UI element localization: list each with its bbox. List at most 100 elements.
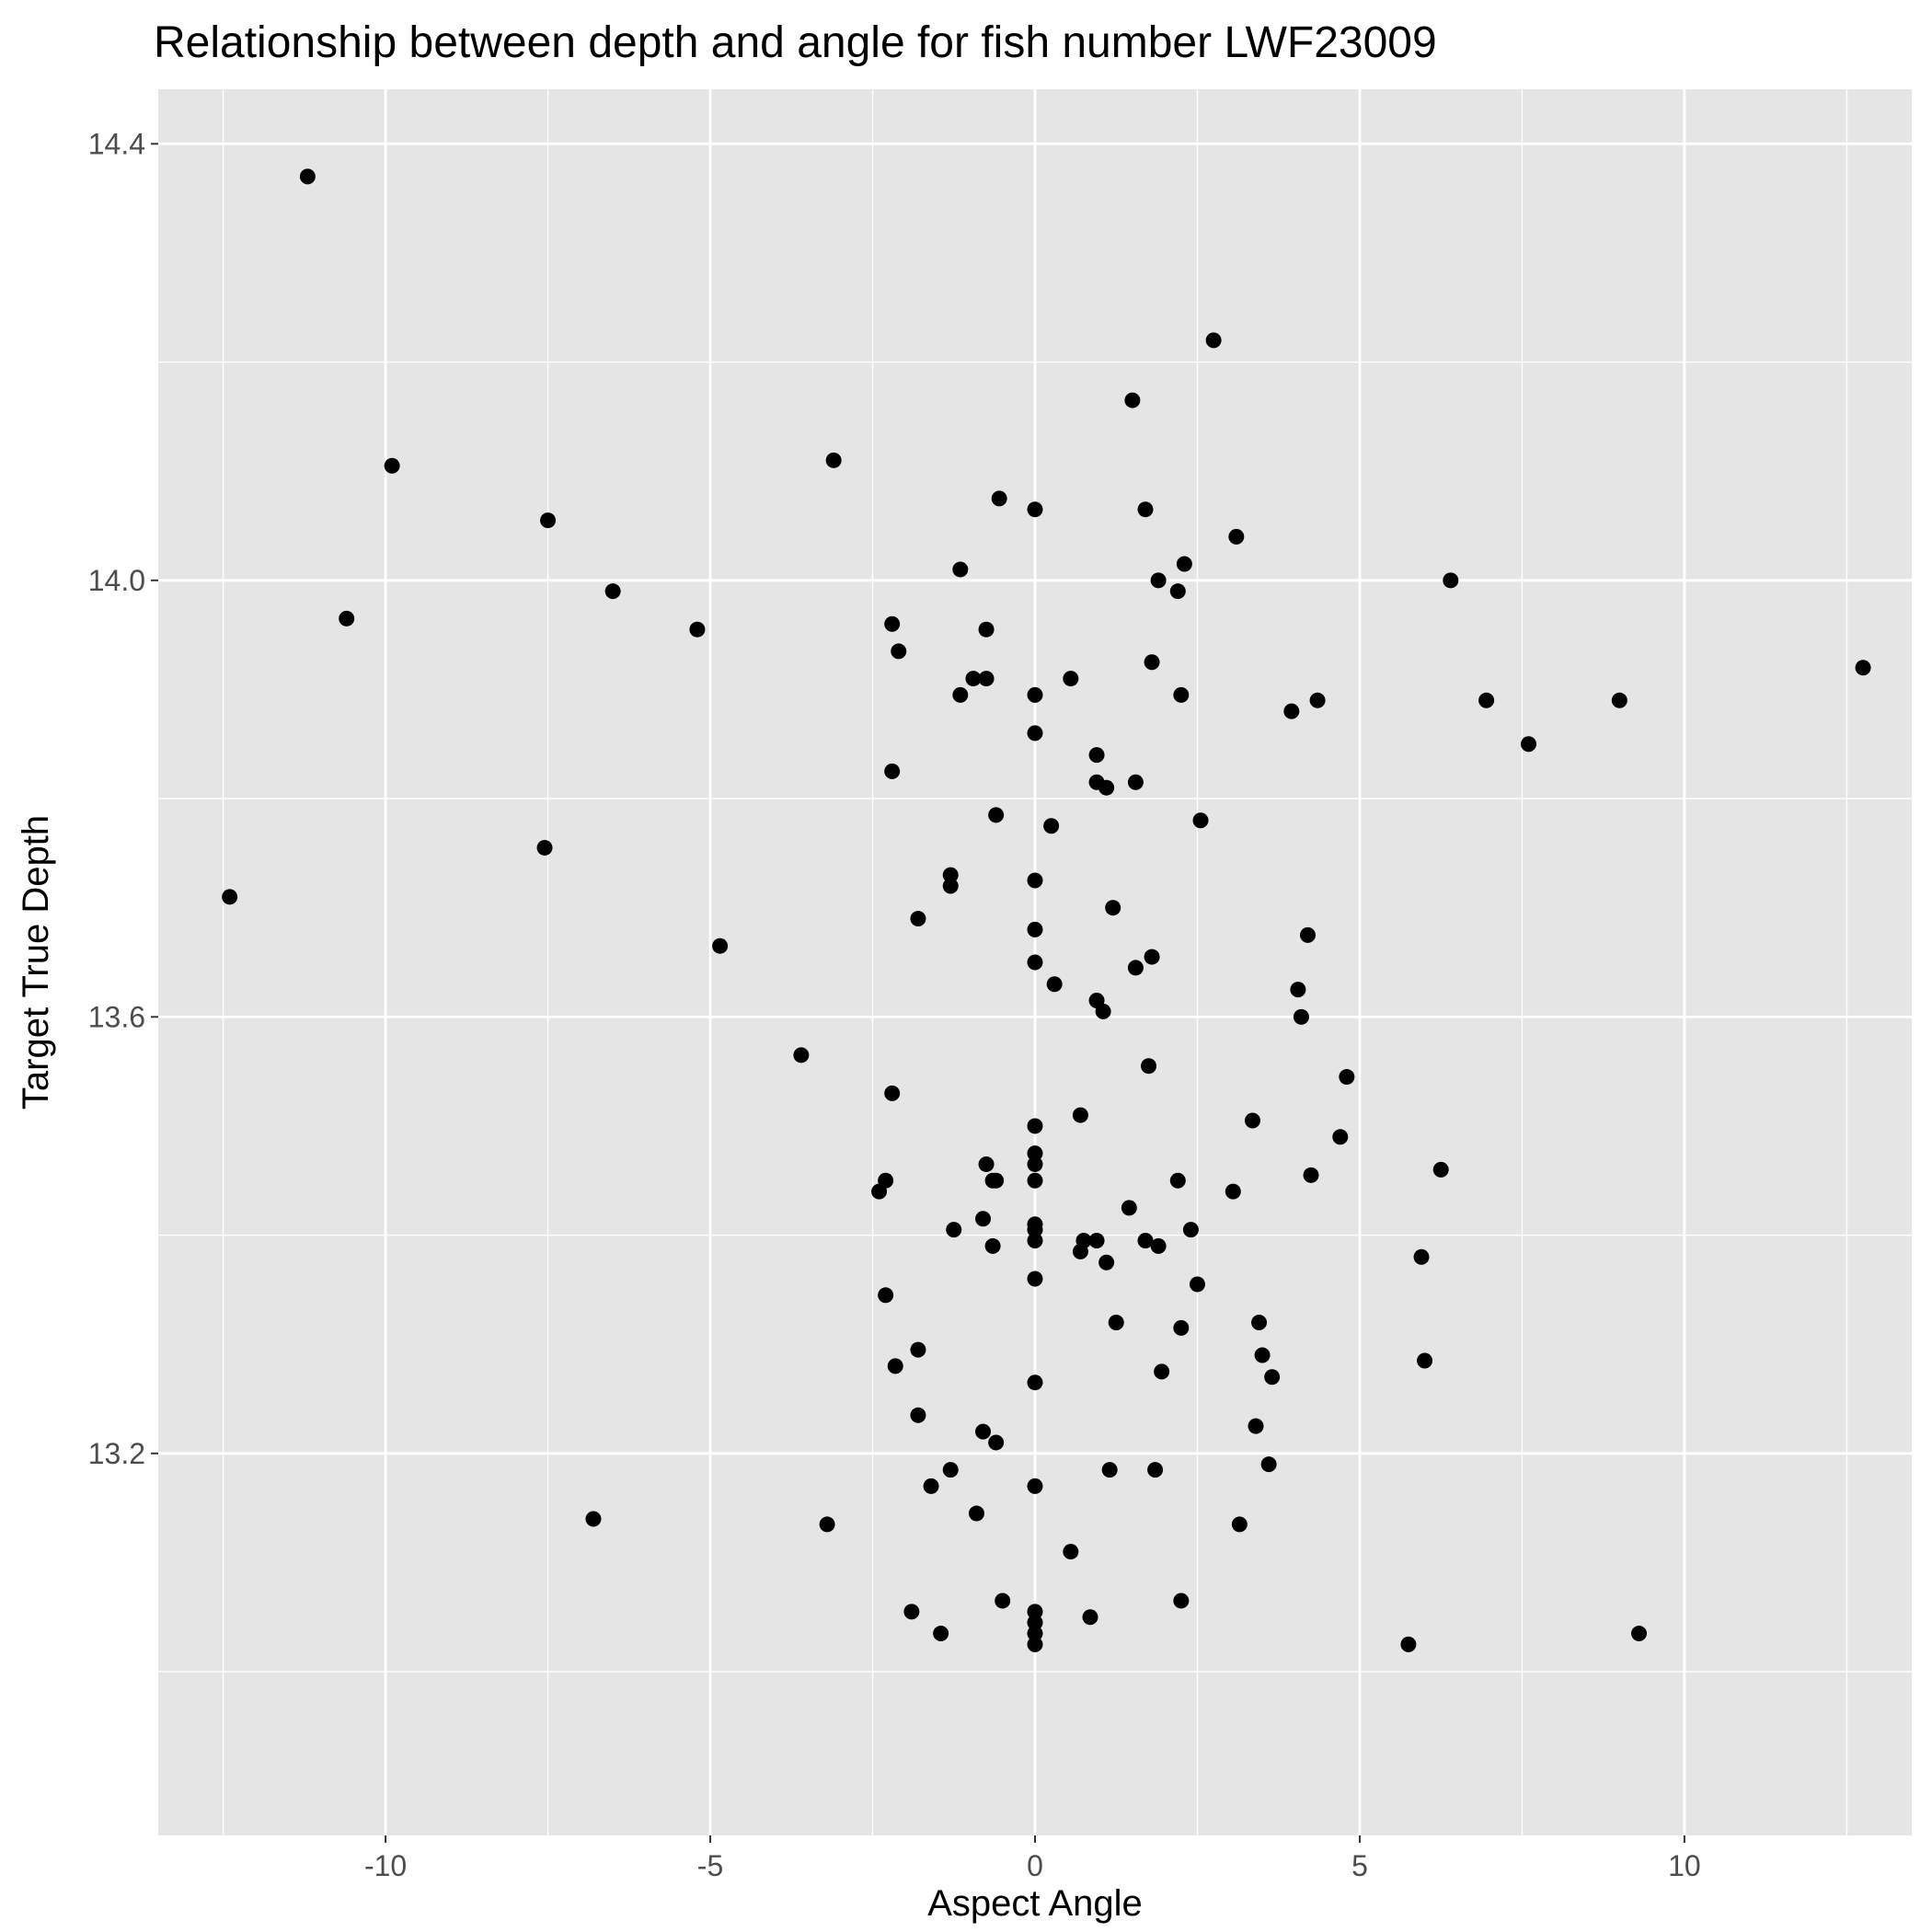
data-point bbox=[1027, 1604, 1043, 1620]
data-point bbox=[1173, 1319, 1190, 1336]
data-point bbox=[891, 643, 907, 660]
data-point bbox=[1098, 779, 1115, 796]
data-point bbox=[965, 671, 982, 687]
data-point bbox=[1072, 1243, 1088, 1259]
data-point bbox=[871, 1183, 888, 1200]
data-point bbox=[887, 1358, 903, 1374]
data-point bbox=[1299, 926, 1316, 943]
data-point bbox=[1611, 692, 1627, 708]
data-point bbox=[942, 1462, 959, 1478]
y-tick-label: 14.0 bbox=[88, 564, 145, 597]
y-axis: 13.2 13.6 14.0 14.4 bbox=[88, 127, 158, 1470]
data-point bbox=[1137, 1232, 1154, 1248]
data-point bbox=[1027, 1118, 1043, 1134]
data-point bbox=[1088, 1232, 1105, 1248]
data-point bbox=[585, 1511, 602, 1527]
data-point bbox=[1027, 1172, 1043, 1189]
data-point bbox=[975, 1423, 992, 1440]
data-point bbox=[1855, 660, 1871, 676]
data-point bbox=[942, 867, 959, 883]
data-point bbox=[1027, 872, 1043, 889]
data-point bbox=[1027, 1374, 1043, 1391]
data-point bbox=[1141, 1058, 1157, 1075]
data-point bbox=[604, 583, 621, 600]
data-point bbox=[1027, 1271, 1043, 1287]
data-point bbox=[1205, 332, 1222, 349]
data-point bbox=[1027, 1626, 1043, 1642]
data-point bbox=[1063, 1544, 1079, 1560]
x-tick-label: -10 bbox=[364, 1849, 407, 1882]
data-point bbox=[1027, 725, 1043, 742]
x-tick-label: 0 bbox=[1027, 1849, 1043, 1882]
data-point bbox=[884, 615, 901, 632]
data-point bbox=[299, 168, 316, 185]
x-axis: -10 -5 0 5 10 bbox=[364, 1835, 1701, 1882]
data-point bbox=[1046, 976, 1063, 993]
data-point bbox=[536, 839, 553, 856]
data-point bbox=[1339, 1069, 1355, 1086]
data-point bbox=[995, 1593, 1011, 1609]
data-point bbox=[1228, 528, 1245, 545]
data-point bbox=[1303, 1167, 1319, 1183]
data-point bbox=[1631, 1626, 1648, 1642]
data-point bbox=[1072, 1107, 1088, 1123]
data-point bbox=[884, 763, 901, 779]
y-tick-label: 13.6 bbox=[88, 1000, 145, 1033]
data-point bbox=[1027, 1145, 1043, 1162]
x-axis-title: Aspect Angle bbox=[927, 1883, 1143, 1924]
data-point bbox=[1293, 1008, 1309, 1025]
data-point bbox=[884, 1085, 901, 1101]
data-point bbox=[1144, 949, 1160, 965]
chart-title: Relationship between depth and angle for… bbox=[154, 18, 1437, 67]
data-point bbox=[952, 561, 969, 578]
data-point bbox=[339, 610, 355, 627]
data-point bbox=[1169, 1172, 1186, 1189]
data-point bbox=[910, 1341, 926, 1358]
data-point bbox=[1082, 1609, 1098, 1626]
data-point bbox=[1027, 1222, 1043, 1238]
data-point bbox=[819, 1516, 835, 1533]
data-point bbox=[1400, 1636, 1417, 1652]
data-point bbox=[1027, 686, 1043, 703]
data-point bbox=[1027, 1232, 1043, 1248]
data-points bbox=[222, 168, 1871, 1652]
data-point bbox=[933, 1626, 949, 1642]
data-point bbox=[1027, 1615, 1043, 1631]
data-point bbox=[978, 1156, 995, 1172]
data-point bbox=[1027, 1156, 1043, 1172]
data-point bbox=[1150, 572, 1167, 589]
data-point bbox=[1127, 960, 1144, 976]
data-point bbox=[942, 878, 959, 894]
y-axis-title: Target True Depth bbox=[16, 815, 56, 1110]
y-tick-label: 14.4 bbox=[88, 127, 145, 160]
data-point bbox=[1095, 1003, 1111, 1019]
data-point bbox=[1283, 703, 1300, 719]
data-point bbox=[1417, 1352, 1433, 1369]
data-point bbox=[1248, 1418, 1264, 1434]
data-point bbox=[988, 1434, 1005, 1451]
data-point bbox=[1231, 1516, 1248, 1533]
data-point bbox=[1309, 692, 1326, 708]
data-point bbox=[1098, 1254, 1115, 1271]
data-point bbox=[1173, 1593, 1190, 1609]
data-point bbox=[1244, 1112, 1260, 1129]
data-point bbox=[991, 490, 1007, 507]
data-point bbox=[978, 671, 995, 687]
data-point bbox=[1063, 671, 1079, 687]
data-point bbox=[1150, 1237, 1167, 1254]
data-point bbox=[1027, 954, 1043, 971]
data-point bbox=[1137, 501, 1154, 518]
data-point bbox=[1027, 501, 1043, 518]
data-point bbox=[1260, 1456, 1277, 1473]
data-point bbox=[1027, 921, 1043, 937]
data-point bbox=[984, 1237, 1001, 1254]
data-point bbox=[1105, 900, 1121, 916]
data-point bbox=[878, 1287, 894, 1304]
data-point bbox=[1443, 572, 1459, 589]
data-point bbox=[1251, 1314, 1268, 1330]
data-point bbox=[1478, 692, 1495, 708]
data-point bbox=[1254, 1347, 1271, 1363]
data-point bbox=[968, 1505, 984, 1522]
data-point bbox=[712, 937, 729, 954]
